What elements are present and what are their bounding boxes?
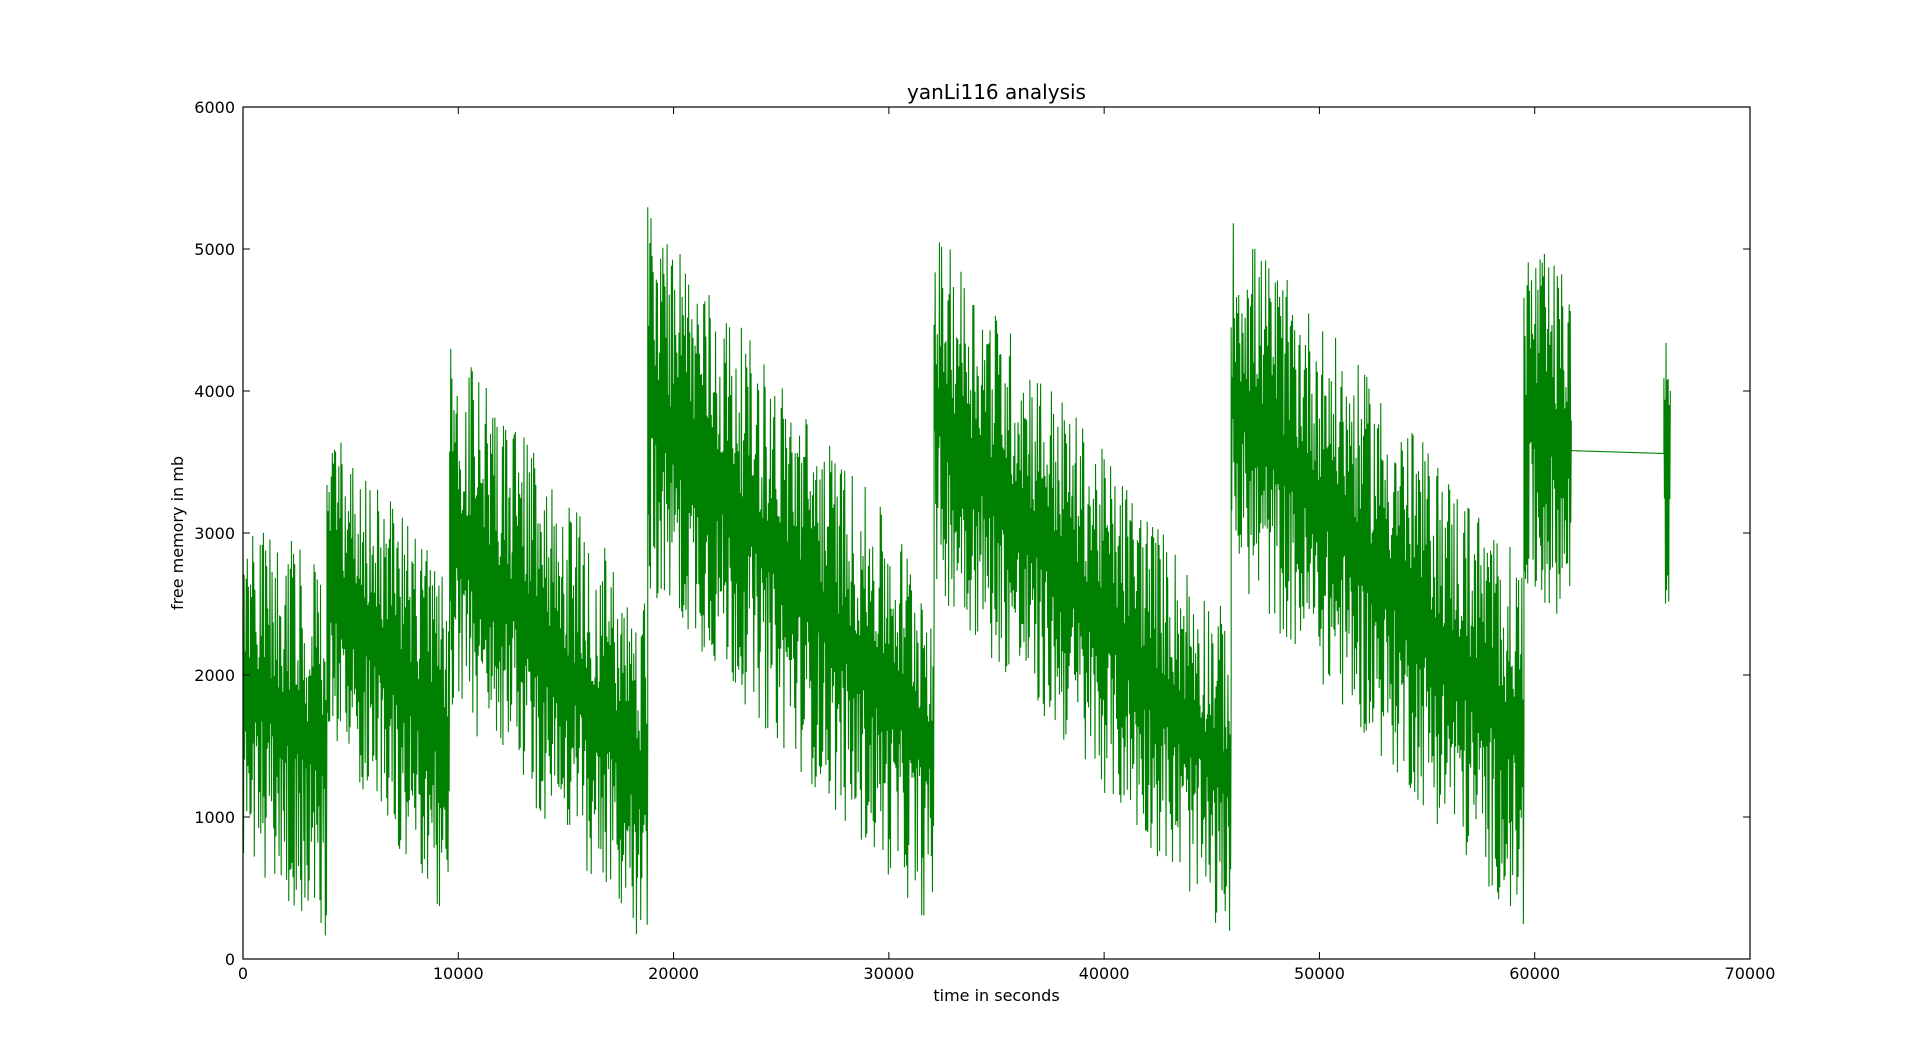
- axis-ticks: 0 10000 20000 30000 40000 50000 60000 70000 0 100…: [194, 98, 1775, 983]
- chart-title: yanLi116 analysis: [907, 80, 1086, 104]
- x-tick-label: 60000: [1509, 964, 1560, 983]
- x-tick-label: 50000: [1294, 964, 1345, 983]
- x-tick-label: 70000: [1725, 964, 1776, 983]
- y-tick-label: 0: [225, 950, 235, 969]
- y-tick-label: 1000: [194, 808, 235, 827]
- plot-area: [242, 207, 1671, 936]
- y-tick-label: 6000: [194, 98, 235, 117]
- series-line: [242, 207, 1671, 936]
- x-tick-label: 20000: [648, 964, 699, 983]
- y-tick-label: 2000: [194, 666, 235, 685]
- y-tick-label: 4000: [194, 382, 235, 401]
- x-tick-label: 30000: [863, 964, 914, 983]
- x-axis-label: time in seconds: [933, 986, 1059, 1005]
- x-tick-label: 40000: [1079, 964, 1130, 983]
- y-tick-label: 5000: [194, 240, 235, 259]
- x-tick-label: 0: [238, 964, 248, 983]
- y-axis-label: free memory in mb: [168, 456, 187, 610]
- x-tick-label: 10000: [433, 964, 484, 983]
- y-tick-label: 3000: [194, 524, 235, 543]
